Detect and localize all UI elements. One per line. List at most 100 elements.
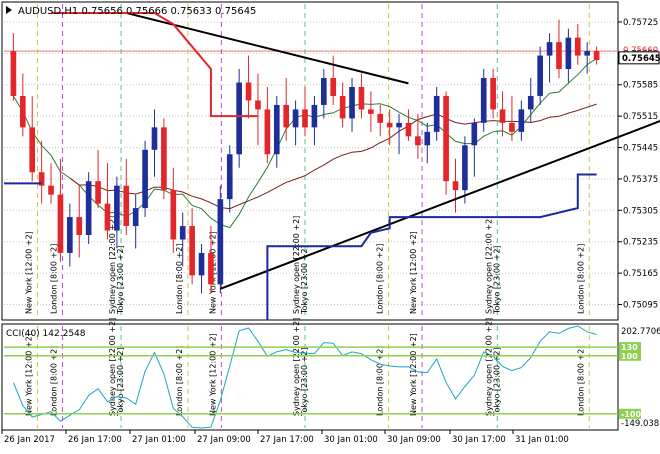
cci-min-label: -149.0383: [621, 419, 660, 429]
candle-body: [217, 199, 224, 285]
cci-level-130-label: 130: [621, 343, 638, 352]
price-tick-label: 0.75095: [623, 301, 658, 311]
session-label-cci: Sydney open [22:00 +2]: [108, 318, 117, 416]
candle-body: [556, 42, 562, 70]
session-label-cci: New York [12:00 +2]: [409, 333, 418, 416]
candle-body: [509, 122, 515, 132]
session-label: Tokyo [23:00 +2]: [300, 245, 309, 315]
session-label-cci: Tokyo [23:00 +2]: [116, 347, 125, 417]
candle-body: [302, 109, 308, 128]
price-tick-label: 0.75375: [623, 175, 658, 185]
current-price-label: 0.75645: [622, 54, 660, 64]
price-tick-label: 0.75305: [623, 206, 658, 216]
time-label: 31 Jan 01:00: [515, 435, 569, 445]
candle-body: [208, 252, 214, 285]
session-label: New York [12:00 +2]: [409, 231, 418, 314]
candle-body: [433, 95, 440, 132]
candle-body: [574, 37, 581, 56]
price-tick-label: 0.75515: [623, 112, 658, 122]
cci-max-label: 202.7706: [621, 327, 660, 337]
candle-body: [198, 252, 205, 276]
candle-body: [537, 55, 543, 96]
session-label: Sydney open [22:00 +2]: [108, 216, 117, 314]
candle-body: [255, 100, 261, 110]
drawn-objects[interactable]: [4, 11, 660, 321]
candle-body: [330, 78, 337, 96]
candle-body: [273, 104, 280, 155]
session-label-cci: London [8:00 +2]: [50, 346, 59, 416]
candle-body: [424, 131, 431, 146]
blue-step-line: [266, 173, 597, 321]
time-label: 30 Jan 01:00: [324, 435, 378, 445]
candle-body: [565, 37, 572, 70]
candle-body: [386, 122, 393, 128]
symbol-label: AUDUSD,H1 0.75656 0.75666 0.75633 0.7564…: [18, 6, 256, 17]
cci-line: [12, 325, 597, 429]
session-label-cci: London [8:00 +2]: [576, 346, 585, 416]
session-label-cci: New York [12:00 +2]: [208, 333, 217, 416]
candle-body: [170, 190, 177, 240]
cci-level-130-tag: [619, 342, 641, 353]
candle-body: [480, 78, 487, 123]
cci-level-100-tag: [619, 350, 641, 361]
grid-lines: [4, 21, 618, 306]
candle-body: [179, 226, 186, 240]
candle-body: [546, 42, 553, 56]
price-tick-label: 0.75725: [623, 18, 658, 28]
cci-level-minus100-tag: [619, 408, 641, 419]
cci-title: CCI(40) 142.2548: [6, 329, 86, 339]
candle-body: [19, 95, 26, 128]
candle-body: [311, 104, 318, 128]
price-axis: 0.757250.756550.755850.755150.754450.753…: [618, 18, 660, 311]
ask-price-label: 0.75660: [623, 46, 658, 56]
session-label: London [8:00 +2]: [576, 244, 585, 314]
time-label: 30 Jan 17:00: [452, 435, 506, 445]
price-tick-label: 0.75235: [623, 238, 658, 248]
session-label-cci: Tokyo [23:00 +2]: [300, 347, 309, 417]
candle-body: [292, 109, 299, 128]
candle-body: [368, 109, 374, 114]
session-label-cci: London [8:00 +2]: [175, 346, 184, 416]
candle-body: [264, 109, 271, 155]
candle-body: [499, 109, 506, 123]
candle-body: [415, 136, 421, 146]
candle-body: [57, 194, 64, 253]
session-label: Sydney open [22:00 +2]: [484, 216, 493, 314]
time-label: 27 Jan 01:00: [132, 435, 186, 445]
candle-body: [48, 185, 54, 195]
candle-body: [471, 122, 478, 146]
candle-body: [114, 185, 120, 231]
candle-body: [76, 217, 83, 236]
candle-body: [10, 51, 17, 96]
candle-body: [38, 172, 45, 186]
price-tick-label: 0.75445: [623, 144, 658, 154]
price-tick-label: 0.75585: [623, 81, 658, 91]
session-lines: New York [12:00 +2] New York [12:00 +2] Lo…: [24, 4, 590, 428]
candle-body: [104, 203, 111, 231]
candle-body: [236, 82, 242, 155]
candle-body: [443, 95, 449, 182]
candle-body: [358, 86, 365, 110]
cci-panel[interactable]: [1, 323, 619, 431]
cci-level-minus100-label: -100: [621, 410, 641, 419]
candle-body: [189, 226, 195, 276]
candle-body: [405, 122, 412, 137]
session-label: London [8:00 +2]: [376, 244, 385, 314]
candle-body: [320, 78, 327, 105]
arrow-icon: [6, 6, 12, 14]
candle-body: [593, 51, 600, 61]
candle-body: [396, 122, 402, 128]
time-label: 30 Jan 09:00: [387, 435, 441, 445]
candle-body: [339, 95, 346, 119]
candle-body: [349, 86, 355, 119]
session-label-cci: Sydney open [22:00 +2]: [292, 318, 301, 416]
time-label: 27 Jan 17:00: [260, 435, 314, 445]
red-step-line: [51, 11, 258, 118]
candle-body: [123, 185, 130, 227]
price-panel[interactable]: [1, 1, 619, 321]
candle-body: [132, 208, 139, 227]
slow-moving-average: [69, 103, 597, 210]
